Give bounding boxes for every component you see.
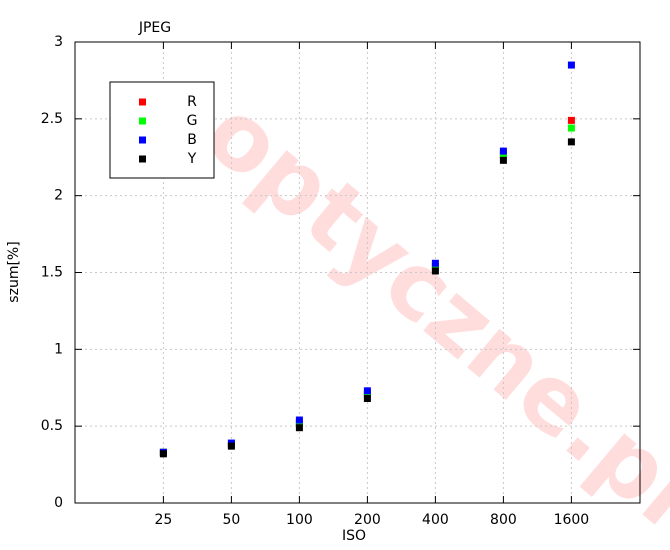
y-tick-label: 2 [54,188,63,204]
y-tick-label: 1 [54,341,63,357]
point [567,116,575,124]
y-tick-label: 1.5 [41,265,63,281]
x-tick-label: 50 [222,512,240,528]
chart-title: JPEG [138,20,171,36]
point [567,138,575,146]
legend-marker [139,155,146,163]
legend-label: B [187,132,197,148]
point [567,61,575,69]
point [499,156,507,164]
y-tick-label: 2.5 [41,111,63,127]
legend-label: Y [187,151,197,167]
legend-marker [139,98,146,106]
y-tick-label: 0 [54,495,63,511]
point [295,424,303,432]
legend-marker [139,117,146,125]
legend-label: R [187,94,197,110]
legend-label: G [187,113,198,129]
point [159,450,167,458]
legend-marker [139,136,146,144]
x-tick-label: 200 [354,512,381,528]
point [431,259,439,267]
legend-box [109,81,215,179]
x-tick-label: 800 [490,512,517,528]
y-tick-label: 3 [54,34,63,50]
point [567,124,575,132]
x-axis-label: ISO [342,528,366,544]
watermark: optyczne.pl [186,78,670,547]
y-axis-label: szum[%] [6,241,22,302]
point [227,442,235,450]
x-tick-label: 400 [422,512,449,528]
x-tick-label: 1600 [554,512,590,528]
point [295,416,303,424]
point [499,152,507,160]
point [363,395,371,403]
x-tick-label: 25 [154,512,172,528]
point [363,387,371,395]
x-tick-label: 100 [286,512,313,528]
point [431,267,439,275]
y-tick-label: 0.5 [41,418,63,434]
point [499,147,507,155]
